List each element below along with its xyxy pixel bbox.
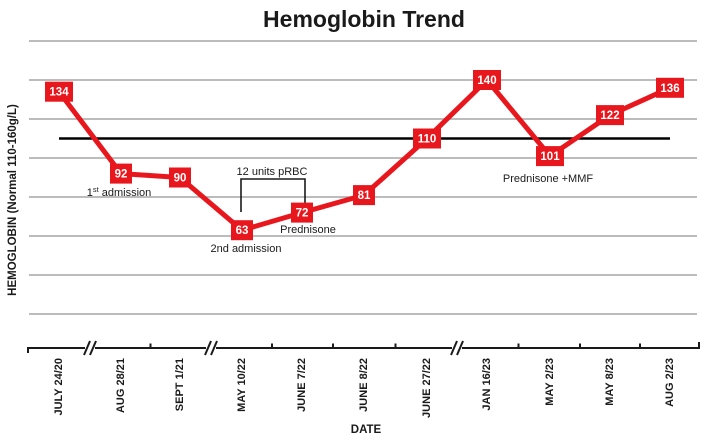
x-tick-label: AUG 2/23 — [664, 358, 676, 407]
data-point-value: 63 — [236, 225, 249, 237]
data-point-box — [169, 167, 191, 188]
generated-chart-layers: 134 92 90 63 72 81 110 140 101 122 136 JULY 24/20 AU… — [27, 40, 700, 418]
data-point-box — [473, 70, 501, 90]
x-tick-label: JUNE 8/22 — [358, 358, 370, 412]
chart-title: Hemoglobin Trend — [263, 6, 465, 32]
data-point-marker: 136 — [656, 77, 684, 98]
data-point-marker: 110 — [413, 128, 441, 149]
data-point-box — [110, 163, 132, 184]
data-point-value: 140 — [477, 75, 496, 87]
data-point-value: 72 — [296, 208, 309, 220]
annotation: 2nd admission — [211, 243, 282, 255]
data-point-marker: 101 — [536, 146, 564, 167]
axis-break-mark — [89, 340, 97, 356]
x-axis-label: DATE — [351, 424, 382, 436]
data-point-marker: 122 — [596, 105, 624, 126]
data-point-box — [291, 202, 313, 223]
x-tick-label: SEPT 1/21 — [174, 358, 186, 411]
x-tick-label: JUNE 7/22 — [296, 358, 308, 412]
axis-break-mark — [83, 340, 91, 356]
x-tick-label: MAY 8/23 — [604, 358, 616, 406]
data-point-value: 92 — [115, 169, 128, 181]
data-point-box — [413, 128, 441, 149]
axis-break-gap — [206, 345, 216, 351]
data-point-value: 136 — [660, 83, 679, 95]
prbc-bracket — [240, 178, 306, 212]
annotation: Prednisone — [280, 224, 336, 236]
x-tick-label: JUNE 27/22 — [421, 358, 433, 418]
axis-break-mark — [456, 340, 464, 356]
annotation: Prednisone +MMF — [503, 173, 593, 185]
data-point-value: 101 — [540, 151, 560, 163]
data-point-box — [353, 185, 375, 206]
annotation: 12 units pRBC — [237, 166, 308, 178]
annotation: 1st admission — [87, 185, 152, 199]
data-point-value: 122 — [600, 110, 619, 122]
data-point-box — [536, 146, 564, 167]
data-point-value: 90 — [174, 173, 187, 185]
axis-break-mark — [210, 340, 218, 356]
x-axis-line — [27, 342, 700, 353]
data-point-marker: 72 — [291, 202, 313, 223]
x-tick-label: JULY 24/20 — [53, 358, 65, 416]
axis-break-gap — [452, 345, 462, 351]
data-point-marker: 90 — [169, 167, 191, 188]
axis-break-mark — [204, 340, 212, 356]
data-point-marker: 140 — [473, 70, 501, 90]
data-point-box — [656, 77, 684, 98]
hemoglobin-line — [56, 77, 673, 233]
data-point-box — [231, 220, 253, 241]
data-point-marker: 81 — [353, 185, 375, 206]
data-point-marker: 134 — [45, 81, 73, 102]
axis-break-gap — [85, 345, 95, 351]
data-point-value: 134 — [49, 87, 69, 99]
x-tick-label: MAY 10/22 — [236, 358, 248, 412]
data-point-marker: 92 — [110, 163, 132, 184]
x-tick-label: JAN 16/23 — [481, 358, 493, 411]
data-point-marker: 63 — [231, 220, 253, 241]
data-point-value: 81 — [358, 190, 371, 202]
axis-break-mark — [450, 340, 458, 356]
data-point-value: 110 — [418, 134, 437, 146]
data-point-box — [596, 105, 624, 126]
data-point-box — [45, 81, 73, 102]
y-axis-label: HEMOGLOBIN (Normal 110-160g/L) — [7, 104, 19, 296]
x-tick-label: MAY 2/23 — [544, 358, 556, 406]
x-tick-label: AUG 28/21 — [115, 358, 127, 413]
